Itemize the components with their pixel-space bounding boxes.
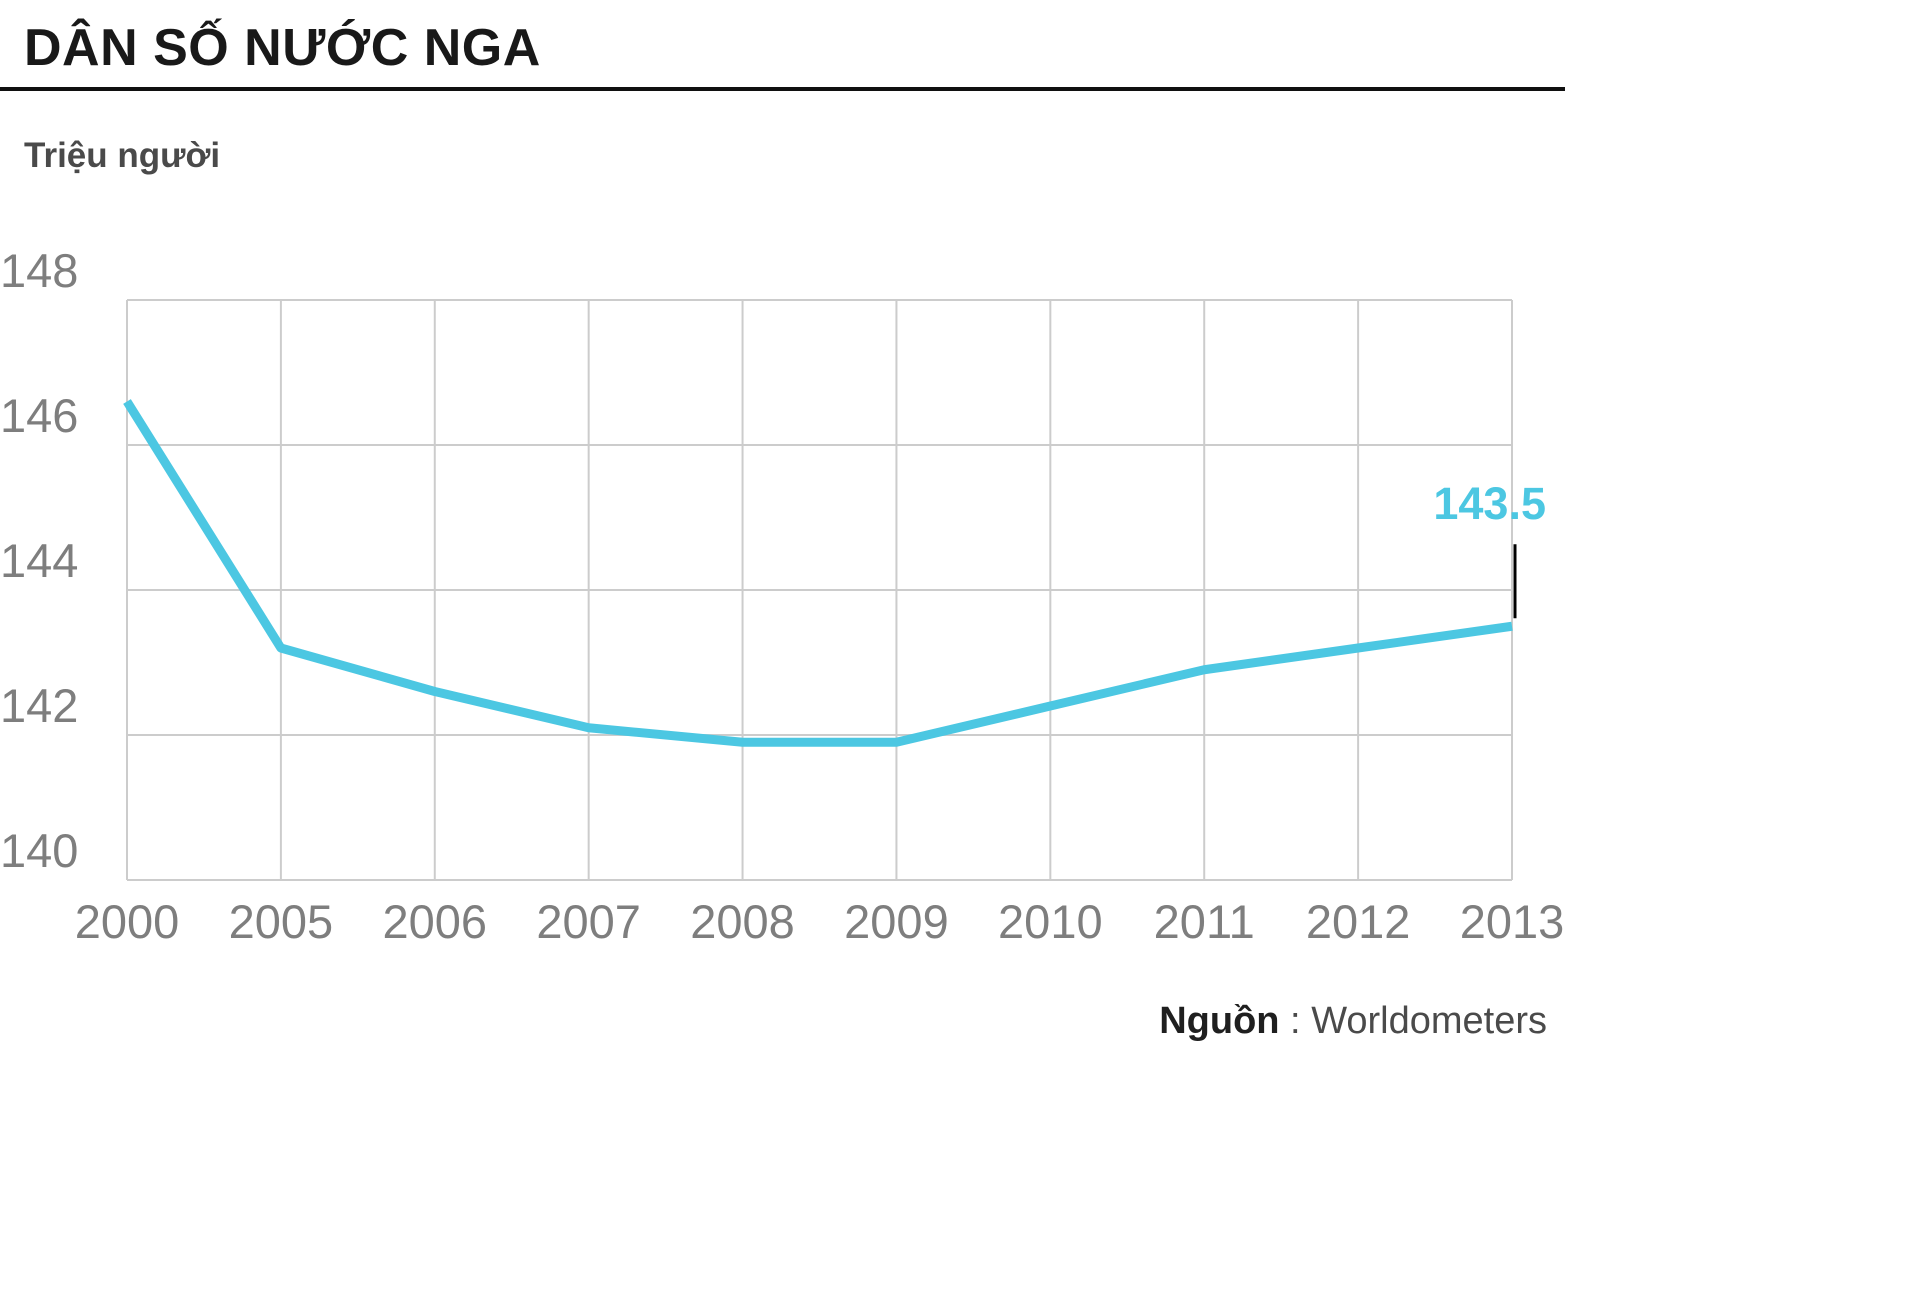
- source-name: Worldometers: [1311, 1000, 1547, 1042]
- source-label: Nguồn: [1159, 1000, 1280, 1042]
- x-axis-tick-label: 2010: [998, 895, 1103, 948]
- x-axis-tick-label: 2007: [536, 895, 641, 948]
- x-axis-tick-label: 2008: [690, 895, 795, 948]
- source-credit: Nguồn : Worldometers: [845, 1000, 1547, 1043]
- y-axis-tick-label: 148: [0, 244, 79, 297]
- last-value-annotation: 143.5: [1433, 478, 1546, 529]
- x-axis-tick-label: 2013: [1459, 895, 1565, 948]
- y-axis-tick-label: 146: [0, 389, 79, 442]
- population-line: [123, 399, 1513, 747]
- y-axis-tick-label: 142: [0, 679, 79, 732]
- x-axis-tick-label: 2012: [1305, 895, 1411, 948]
- y-axis-tick-label: 144: [0, 534, 79, 587]
- x-axis-tick-label: 2011: [1153, 895, 1255, 948]
- x-axis-tick-label: 2006: [382, 895, 488, 948]
- title-divider: [0, 87, 1565, 91]
- y-axis-unit-label: Triệu người: [24, 136, 221, 175]
- x-axis-tick-label: 2000: [74, 895, 180, 948]
- x-axis-tick-label: 2005: [228, 895, 334, 948]
- chart-title: DÂN SỐ NƯỚC NGA: [24, 19, 541, 77]
- y-axis-tick-label: 140: [0, 824, 79, 877]
- source-separator: :: [1279, 1000, 1312, 1042]
- x-axis-tick-label: 2009: [844, 895, 949, 948]
